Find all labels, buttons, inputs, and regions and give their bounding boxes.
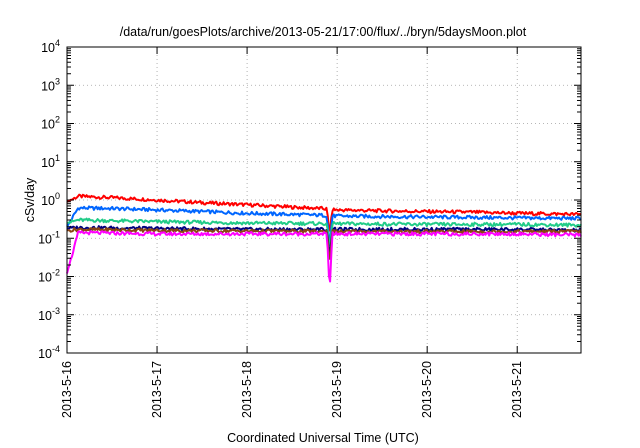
y-tick-label: 104: [41, 38, 60, 55]
x-tick-label: 2013-5-21: [510, 361, 524, 418]
series-line: [66, 230, 582, 283]
y-tick-labels: 10-4 10-3 10-2 10-1 100 101 102 103 104: [38, 38, 60, 361]
tick-layer: [66, 46, 581, 354]
y-axis-title: cSv/day: [23, 177, 37, 222]
x-tick-label: 2013-5-20: [420, 361, 434, 418]
x-axis-title: Coordinated Universal Time (UTC): [227, 431, 419, 445]
y-tick-label: 10-2: [38, 268, 60, 285]
series-line: [66, 205, 582, 243]
series-line: [66, 193, 582, 232]
y-tick-label: 10-4: [38, 344, 60, 361]
y-tick-label: 10-3: [38, 306, 60, 323]
series-layer: [66, 193, 582, 283]
x-tick-label: 2013-5-19: [330, 361, 344, 418]
x-tick-label: 2013-5-17: [150, 361, 164, 418]
series-line: [66, 217, 582, 247]
y-tick-label: 102: [41, 115, 60, 132]
y-tick-label: 100: [41, 191, 60, 208]
y-tick-label: 103: [41, 76, 60, 93]
y-tick-label: 101: [41, 153, 60, 170]
x-tick-label: 2013-5-18: [240, 361, 254, 418]
y-tick-label: 10-1: [38, 229, 60, 246]
x-tick-labels: 2013-5-16 2013-5-17 2013-5-18 2013-5-19 2013…: [60, 361, 524, 418]
chart-title: /data/run/goesPlots/archive/2013-05-21/1…: [120, 25, 527, 39]
x-tick-label: 2013-5-16: [60, 361, 74, 418]
grid-layer: [67, 47, 581, 353]
